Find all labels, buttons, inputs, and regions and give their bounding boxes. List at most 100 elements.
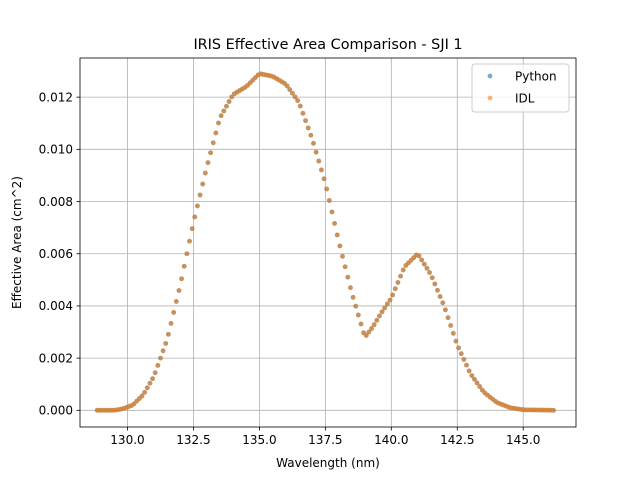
data-point-idl (398, 273, 403, 279)
data-point-idl (176, 288, 182, 293)
data-point-idl (342, 264, 348, 270)
data-point-idl (195, 203, 200, 209)
chart-title: IRIS Effective Area Comparison - SJI 1 (193, 37, 462, 53)
data-point-idl (421, 261, 427, 267)
data-point-idl (192, 214, 198, 220)
legend-marker-python (487, 73, 493, 79)
data-point-idl (384, 301, 390, 307)
plot-frame (79, 57, 577, 428)
x-tick-label: 142.5 (440, 433, 474, 447)
data-point-idl (205, 160, 211, 166)
data-point-idl (221, 108, 227, 114)
legend: Python IDL (471, 63, 570, 113)
data-point-idl (218, 113, 224, 119)
data-point-idl (477, 384, 483, 389)
data-point-idl (179, 276, 184, 282)
data-point-idl (369, 326, 374, 331)
data-point-idl (377, 313, 382, 319)
data-point-idl (321, 176, 327, 182)
data-point-idl (353, 303, 359, 309)
data-point-idl (287, 87, 293, 92)
data-point-idl (224, 103, 229, 109)
data-point-idl (416, 253, 422, 259)
y-axis-label: Effective Area (cm^2) (10, 176, 24, 309)
data-point-idl (472, 376, 477, 382)
axis-ticks: 130.0 132.5 135.0 137.5 140.0 142.5 145.0 0.000… (39, 90, 541, 447)
data-point-idl (340, 253, 345, 259)
data-point-idl (158, 355, 163, 361)
data-point-idl (424, 265, 430, 271)
data-point-idl (332, 221, 337, 226)
legend-label-idl: IDL (515, 92, 535, 106)
data-point-idl (374, 317, 380, 323)
y-tick-label: 0.008 (39, 195, 73, 209)
data-point-idl (165, 331, 171, 337)
data-point-idl (213, 130, 219, 136)
data-point-idl (366, 329, 372, 335)
data-point-idl (427, 270, 432, 275)
data-point-idl (345, 274, 351, 280)
data-point-idl (355, 312, 361, 318)
data-point-idl (187, 238, 192, 244)
data-point-idl (337, 243, 343, 249)
y-tick-label: 0.004 (39, 299, 73, 313)
data-point-idl (429, 275, 435, 281)
y-tick-label: 0.000 (39, 404, 73, 418)
data-point-idl (142, 389, 148, 395)
data-point-idl (168, 321, 174, 326)
data-point-idl (200, 181, 206, 187)
data-point-idl (390, 292, 396, 298)
data-point-idl (432, 281, 438, 287)
data-point-idl (448, 323, 454, 328)
data-point-idl (197, 192, 203, 198)
data-point-idl (184, 251, 190, 257)
y-tick-label: 0.012 (39, 90, 73, 104)
data-point-idl (363, 333, 369, 338)
data-point-idl (308, 132, 314, 138)
legend-box (471, 63, 570, 113)
data-point-idl (453, 338, 459, 344)
data-point-idl (292, 94, 298, 100)
data-point-idl (289, 90, 295, 96)
data-point-idl (350, 294, 356, 300)
data-point-idl (181, 263, 187, 269)
x-tick-label: 132.5 (176, 433, 210, 447)
data-point-idl (297, 103, 303, 109)
data-point-idl (173, 299, 179, 304)
data-point-idl (229, 94, 235, 100)
y-tick-label: 0.002 (39, 351, 73, 365)
data-point-idl (450, 330, 456, 336)
data-point-idl (387, 297, 393, 303)
data-point-idl (284, 83, 290, 89)
data-point-idl (313, 149, 319, 155)
data-point-idl (419, 257, 425, 263)
data-point-idl (371, 322, 377, 328)
x-tick-label: 135.0 (242, 433, 276, 447)
data-point-idl (305, 125, 311, 131)
data-point-idl (379, 309, 385, 315)
x-tick-label: 130.0 (110, 433, 144, 447)
data-point-idl (461, 357, 467, 362)
data-point-idl (551, 407, 556, 413)
data-point-idl (147, 380, 153, 386)
data-point-idl (202, 170, 208, 176)
data-point-idl (395, 280, 401, 285)
data-point-idl (400, 267, 406, 273)
data-point-idl (334, 232, 340, 238)
data-point-idl (319, 167, 324, 173)
data-point-idl (445, 315, 451, 321)
data-point-idl (324, 186, 330, 192)
data-points (94, 71, 556, 413)
data-point-idl (392, 286, 398, 292)
data-point-idl (443, 307, 448, 313)
data-point-idl (152, 370, 158, 376)
data-point-idl (469, 373, 475, 378)
data-point-idl (210, 140, 216, 146)
data-point-idl (316, 158, 322, 164)
data-point-idl (155, 363, 161, 368)
data-point-idl (189, 226, 195, 232)
data-point-idl (160, 348, 166, 354)
legend-label-python: Python (515, 70, 557, 84)
x-tick-label: 145.0 (506, 433, 540, 447)
